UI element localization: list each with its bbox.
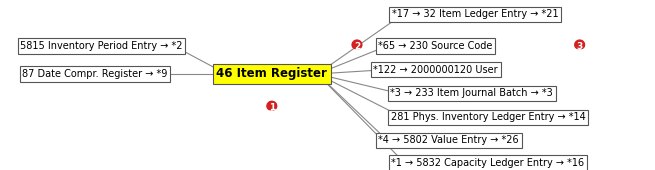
Text: 2: 2 — [354, 42, 360, 51]
Text: *17 → 32 Item Ledger Entry → *21: *17 → 32 Item Ledger Entry → *21 — [392, 10, 558, 19]
Text: *122 → 2000000120 User: *122 → 2000000120 User — [373, 65, 498, 75]
Polygon shape — [267, 101, 276, 110]
Text: 46 Item Register: 46 Item Register — [216, 67, 328, 80]
Polygon shape — [575, 40, 584, 48]
Text: *1 → 5832 Capacity Ledger Entry → *16: *1 → 5832 Capacity Ledger Entry → *16 — [392, 158, 584, 168]
Text: 87 Date Compr. Register → *9: 87 Date Compr. Register → *9 — [22, 69, 168, 79]
Text: 3: 3 — [576, 42, 583, 51]
Text: 5815 Inventory Period Entry → *2: 5815 Inventory Period Entry → *2 — [20, 41, 183, 51]
Text: 281 Phys. Inventory Ledger Entry → *14: 281 Phys. Inventory Ledger Entry → *14 — [390, 112, 586, 122]
Polygon shape — [352, 40, 362, 48]
Text: *3 → 233 Item Journal Batch → *3: *3 → 233 Item Journal Batch → *3 — [390, 89, 553, 98]
Text: 1: 1 — [269, 103, 275, 112]
Text: *4 → 5802 Value Entry → *26: *4 → 5802 Value Entry → *26 — [379, 135, 519, 145]
Text: *65 → 230 Source Code: *65 → 230 Source Code — [379, 41, 493, 51]
